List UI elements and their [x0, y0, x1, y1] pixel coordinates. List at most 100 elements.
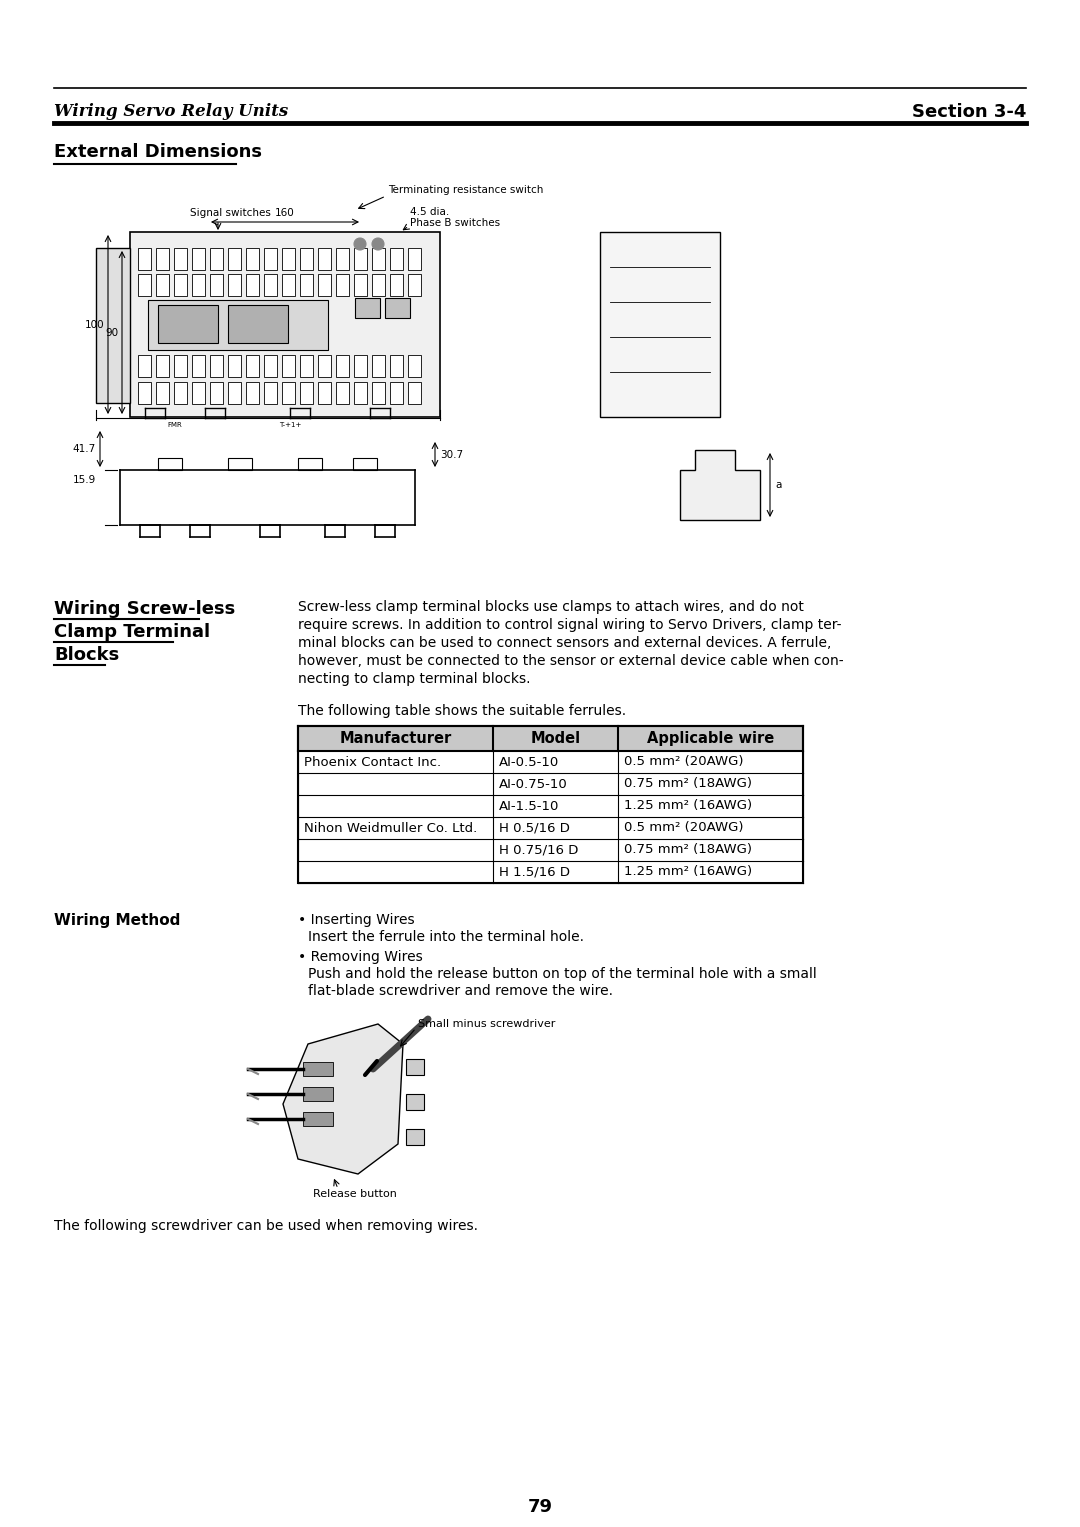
- Bar: [228, 273, 241, 296]
- Bar: [210, 273, 222, 296]
- Bar: [138, 247, 151, 270]
- Bar: [303, 1112, 333, 1125]
- Text: H 0.5/16 D: H 0.5/16 D: [499, 822, 570, 834]
- Bar: [354, 382, 367, 405]
- Text: Wiring Screw-less: Wiring Screw-less: [54, 600, 235, 618]
- Bar: [192, 273, 205, 296]
- Bar: [372, 273, 384, 296]
- Bar: [192, 382, 205, 405]
- Text: AI-1.5-10: AI-1.5-10: [499, 800, 559, 812]
- Bar: [336, 273, 349, 296]
- Text: minal blocks can be used to connect sensors and external devices. A ferrule,: minal blocks can be used to connect sens…: [298, 637, 832, 651]
- Polygon shape: [283, 1025, 403, 1174]
- Bar: [384, 298, 410, 318]
- Bar: [406, 1093, 424, 1110]
- Text: • Inserting Wires: • Inserting Wires: [298, 913, 415, 927]
- Text: 4.5 dia.: 4.5 dia.: [410, 208, 449, 217]
- Text: 0.5 mm² (20AWG): 0.5 mm² (20AWG): [624, 756, 743, 768]
- Bar: [156, 273, 168, 296]
- Bar: [372, 247, 384, 270]
- Text: 41.7: 41.7: [72, 444, 96, 454]
- Text: Applicable wire: Applicable wire: [647, 731, 774, 747]
- Bar: [228, 382, 241, 405]
- Bar: [354, 273, 367, 296]
- Bar: [138, 382, 151, 405]
- Text: AI-0.75-10: AI-0.75-10: [499, 777, 568, 791]
- Text: Terminating resistance switch: Terminating resistance switch: [388, 185, 543, 195]
- Text: 0.5 mm² (20AWG): 0.5 mm² (20AWG): [624, 822, 743, 834]
- Text: H 0.75/16 D: H 0.75/16 D: [499, 843, 579, 857]
- Bar: [158, 458, 183, 470]
- Bar: [246, 354, 259, 377]
- Bar: [303, 1087, 333, 1101]
- Bar: [300, 247, 313, 270]
- Bar: [210, 354, 222, 377]
- Bar: [174, 382, 187, 405]
- Bar: [228, 247, 241, 270]
- Bar: [390, 273, 403, 296]
- Bar: [96, 247, 130, 403]
- Bar: [408, 273, 421, 296]
- Bar: [156, 382, 168, 405]
- Text: Wiring Method: Wiring Method: [54, 913, 180, 928]
- Bar: [353, 458, 377, 470]
- Bar: [355, 298, 380, 318]
- Bar: [282, 354, 295, 377]
- Bar: [228, 458, 252, 470]
- Text: flat-blade screwdriver and remove the wire.: flat-blade screwdriver and remove the wi…: [308, 983, 613, 999]
- Bar: [228, 354, 241, 377]
- Text: Phase B switches: Phase B switches: [410, 218, 500, 228]
- Bar: [298, 458, 322, 470]
- Bar: [406, 1060, 424, 1075]
- Bar: [303, 1061, 333, 1077]
- Bar: [174, 247, 187, 270]
- Bar: [336, 247, 349, 270]
- Text: Model: Model: [530, 731, 581, 747]
- Bar: [300, 382, 313, 405]
- Text: 15.9: 15.9: [72, 475, 96, 486]
- Text: 0.75 mm² (18AWG): 0.75 mm² (18AWG): [624, 777, 752, 791]
- Text: Screw-less clamp terminal blocks use clamps to attach wires, and do not: Screw-less clamp terminal blocks use cla…: [298, 600, 804, 614]
- Bar: [298, 725, 804, 751]
- Bar: [372, 382, 384, 405]
- Text: require screws. In addition to control signal wiring to Servo Drivers, clamp ter: require screws. In addition to control s…: [298, 618, 841, 632]
- Bar: [372, 354, 384, 377]
- Text: 1.25 mm² (16AWG): 1.25 mm² (16AWG): [624, 800, 752, 812]
- Bar: [600, 232, 720, 417]
- Text: Insert the ferrule into the terminal hole.: Insert the ferrule into the terminal hol…: [308, 930, 584, 944]
- Text: Section 3-4: Section 3-4: [912, 102, 1026, 121]
- Text: 100: 100: [84, 321, 104, 330]
- Bar: [300, 354, 313, 377]
- Bar: [264, 354, 276, 377]
- Bar: [210, 382, 222, 405]
- Text: 160: 160: [275, 208, 295, 218]
- Bar: [354, 247, 367, 270]
- Text: necting to clamp terminal blocks.: necting to clamp terminal blocks.: [298, 672, 530, 686]
- Bar: [246, 273, 259, 296]
- Bar: [264, 273, 276, 296]
- Text: • Removing Wires: • Removing Wires: [298, 950, 422, 964]
- Text: 90: 90: [105, 328, 118, 337]
- Bar: [174, 273, 187, 296]
- Bar: [130, 232, 440, 417]
- Text: Manufacturer: Manufacturer: [339, 731, 451, 747]
- Text: Signal switches: Signal switches: [190, 208, 271, 218]
- Polygon shape: [680, 450, 760, 521]
- Bar: [210, 247, 222, 270]
- Bar: [318, 382, 330, 405]
- Text: 30.7: 30.7: [440, 450, 463, 460]
- Text: however, must be connected to the sensor or external device cable when con-: however, must be connected to the sensor…: [298, 654, 843, 667]
- Bar: [318, 247, 330, 270]
- Bar: [156, 247, 168, 270]
- Text: a: a: [775, 479, 781, 490]
- Text: Wiring Servo Relay Units: Wiring Servo Relay Units: [54, 102, 288, 121]
- Text: AI-0.5-10: AI-0.5-10: [499, 756, 559, 768]
- Bar: [156, 354, 168, 377]
- Text: Blocks: Blocks: [54, 646, 119, 664]
- Bar: [336, 382, 349, 405]
- Circle shape: [354, 238, 366, 250]
- Bar: [282, 382, 295, 405]
- Bar: [390, 382, 403, 405]
- Bar: [390, 247, 403, 270]
- Bar: [336, 354, 349, 377]
